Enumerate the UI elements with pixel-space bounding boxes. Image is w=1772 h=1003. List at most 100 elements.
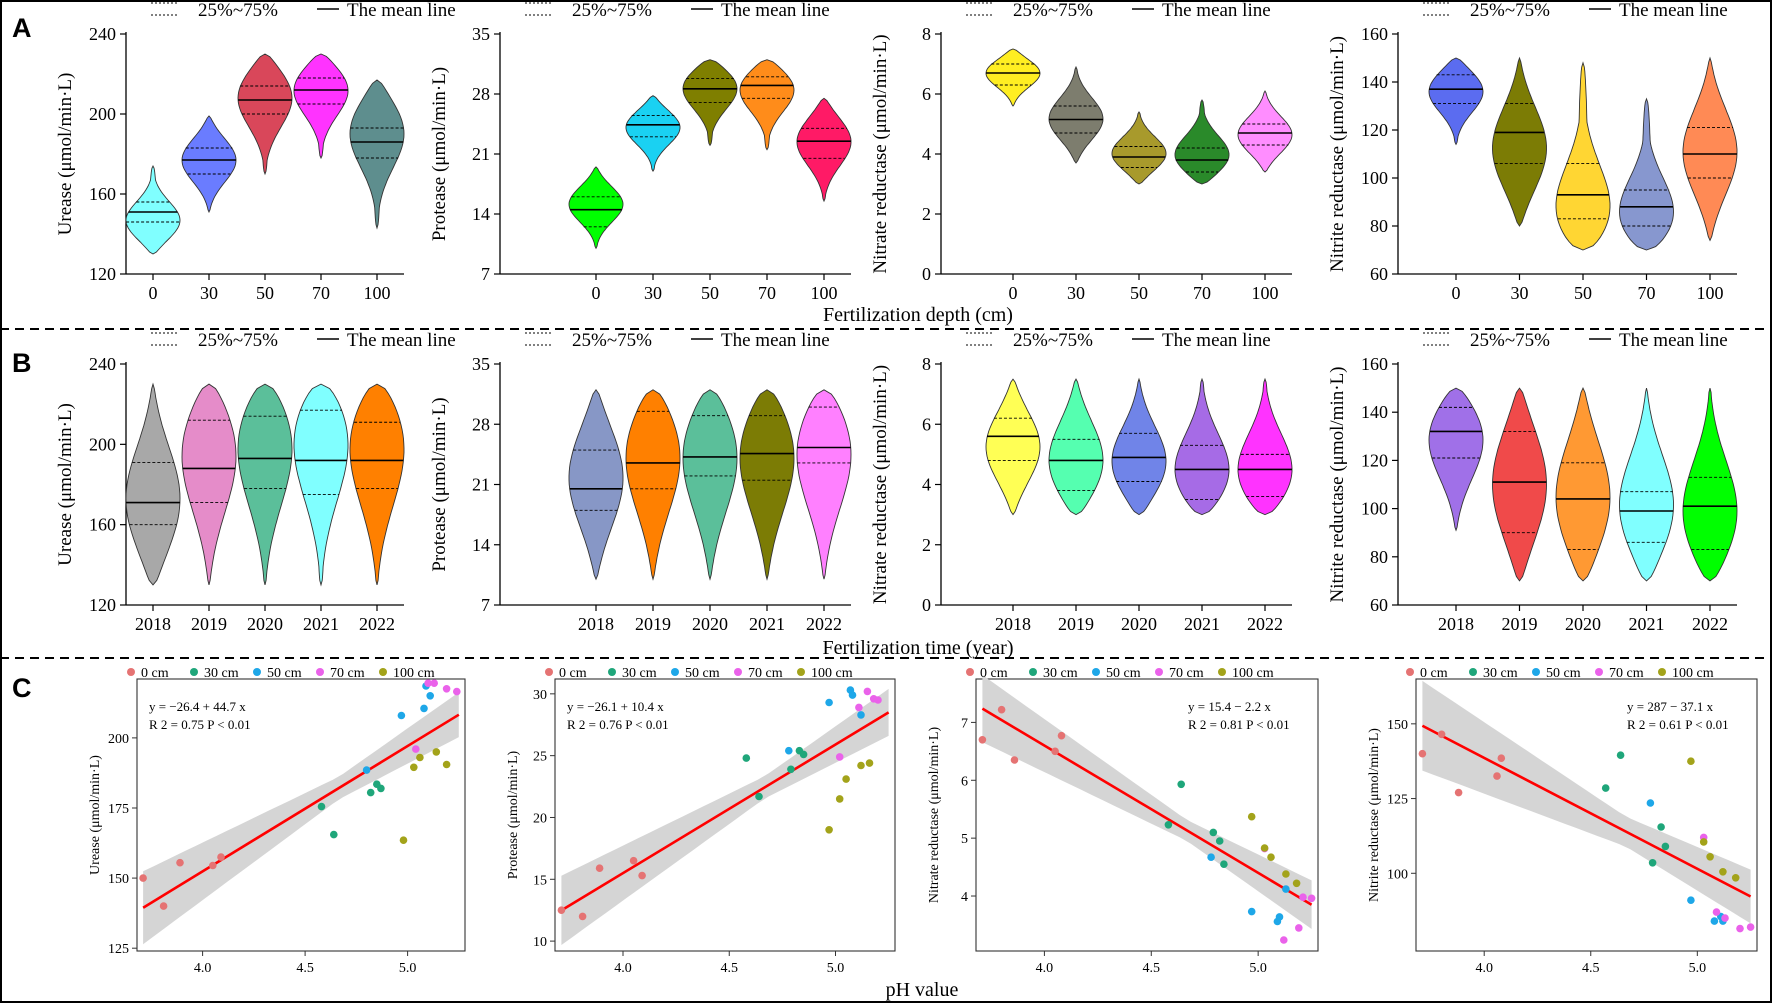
data-point — [366, 788, 375, 797]
data-point — [1601, 784, 1610, 792]
data-point — [1282, 885, 1290, 893]
data-point — [1418, 749, 1427, 758]
violin-2020 — [1111, 377, 1167, 516]
data-point — [629, 856, 638, 865]
y-tick-label: 4 — [922, 475, 931, 495]
data-point — [978, 736, 987, 744]
regression-line — [981, 707, 1313, 906]
regression-r2: R 2 = 0.81 P < 0.01 — [1188, 717, 1290, 732]
violin-30 — [1048, 65, 1104, 164]
confidence-band — [1422, 680, 1751, 924]
y-tick-label: 125 — [108, 942, 129, 957]
data-point — [787, 765, 795, 774]
panel-letter-b: B — [12, 348, 32, 378]
legend-label: 50 cm — [685, 666, 720, 681]
data-point — [1687, 757, 1695, 765]
x-tick-label: 100 — [364, 283, 391, 303]
data-point — [1731, 874, 1740, 882]
data-point — [857, 761, 865, 770]
violin-2018 — [985, 378, 1041, 516]
data-point — [799, 750, 808, 759]
y-tick-label: 160 — [89, 515, 116, 535]
data-point — [997, 705, 1006, 714]
legend-label: 100 cm — [811, 666, 853, 681]
y-tick-label: 100 — [1387, 867, 1408, 882]
legend-mean-label: The mean line — [347, 330, 456, 351]
violin-2020 — [237, 383, 293, 586]
x-tick-label: 4.5 — [296, 961, 314, 976]
legend-dot — [966, 668, 974, 676]
data-point — [874, 696, 882, 704]
data-point — [1247, 812, 1256, 821]
x-tick-label: 2021 — [1629, 614, 1665, 634]
data-point — [412, 745, 420, 753]
data-point — [432, 748, 441, 756]
y-tick-label: 25 — [533, 750, 547, 765]
chart-c-2: 4.0 4.5 5.0 4 5 6 7 Nitrate reductase (μmol/min… — [927, 666, 1319, 976]
confidence-band — [143, 692, 459, 945]
x-tick-label: 50 — [256, 283, 274, 303]
data-point — [1207, 853, 1215, 861]
violin-70 — [739, 59, 795, 151]
chart-b-3: 60 80 100 120 140 160 2018 2019 2020 2021 2022 Nitr… — [1327, 330, 1738, 634]
y-tick-label: 7 — [961, 716, 968, 731]
x-tick-label: 2020 — [1121, 614, 1157, 634]
legend-dot — [190, 668, 198, 676]
x-tick-label: 70 — [758, 283, 776, 303]
data-point — [424, 679, 432, 687]
y-tick-label: 4 — [961, 890, 968, 905]
y-tick-label: 240 — [89, 24, 116, 44]
data-point — [1280, 936, 1288, 944]
y-tick-label: 7 — [481, 264, 490, 284]
y-tick-label: 6 — [922, 84, 931, 104]
data-point — [863, 687, 872, 696]
x-tick-label: 2020 — [692, 614, 728, 634]
chart-b-2: 0 2 4 6 8 2018 2019 2020 2021 2022 Nitrate reducta… — [870, 330, 1293, 634]
data-point — [1215, 837, 1224, 845]
data-point — [209, 861, 217, 870]
x-tick-label: 2018 — [578, 614, 614, 634]
legend-quartile-label: 25%~75% — [1013, 330, 1093, 351]
violin-2019 — [625, 389, 681, 581]
regression-r2: R 2 = 0.76 P < 0.01 — [567, 717, 669, 732]
chart-a-2: 0 2 4 6 8 0 30 50 70 100 Nitrate reductase (μmol/m… — [870, 0, 1293, 303]
y-tick-label: 175 — [108, 802, 129, 817]
data-point — [825, 826, 833, 834]
data-point — [1299, 893, 1307, 901]
data-point — [442, 760, 451, 769]
x-tick-label: 2019 — [1502, 614, 1538, 634]
violin-70 — [1619, 97, 1674, 251]
violin-2021 — [293, 383, 349, 587]
chart-c-3: 4.0 4.5 5.0 100 125 150 Nitrite reductase (μmo… — [1367, 666, 1758, 976]
violin-2022 — [349, 383, 405, 586]
data-point — [426, 692, 435, 700]
y-tick-label: 28 — [472, 84, 490, 104]
y-tick-label: 4 — [922, 144, 931, 164]
data-point — [1719, 868, 1727, 876]
y-tick-label: 240 — [89, 354, 116, 374]
regression-equation: y = −26.4 + 44.7 x — [149, 699, 246, 714]
data-point — [1260, 844, 1269, 852]
row-c-xlabel: pH value — [886, 979, 959, 1001]
violin-50 — [1555, 61, 1611, 251]
y-tick-label: 2 — [922, 535, 931, 555]
data-point — [1282, 870, 1290, 878]
x-tick-label: 70 — [1193, 283, 1211, 303]
violin-100 — [1682, 56, 1738, 242]
x-tick-label: 2020 — [247, 614, 283, 634]
x-tick-label: 2019 — [635, 614, 671, 634]
data-point — [638, 871, 646, 880]
data-point — [159, 902, 168, 910]
y-tick-label: 160 — [1361, 24, 1388, 44]
legend-label: 70 cm — [748, 666, 783, 681]
data-point — [416, 753, 424, 762]
violin-2019 — [181, 383, 237, 586]
regression-line — [560, 711, 890, 912]
legend-dot — [316, 668, 324, 676]
y-tick-label: 80 — [1370, 547, 1388, 567]
legend-label: 30 cm — [622, 666, 657, 681]
legend-dot — [1406, 668, 1414, 676]
x-tick-label: 0 — [1009, 283, 1018, 303]
y-tick-label: 6 — [961, 774, 968, 789]
